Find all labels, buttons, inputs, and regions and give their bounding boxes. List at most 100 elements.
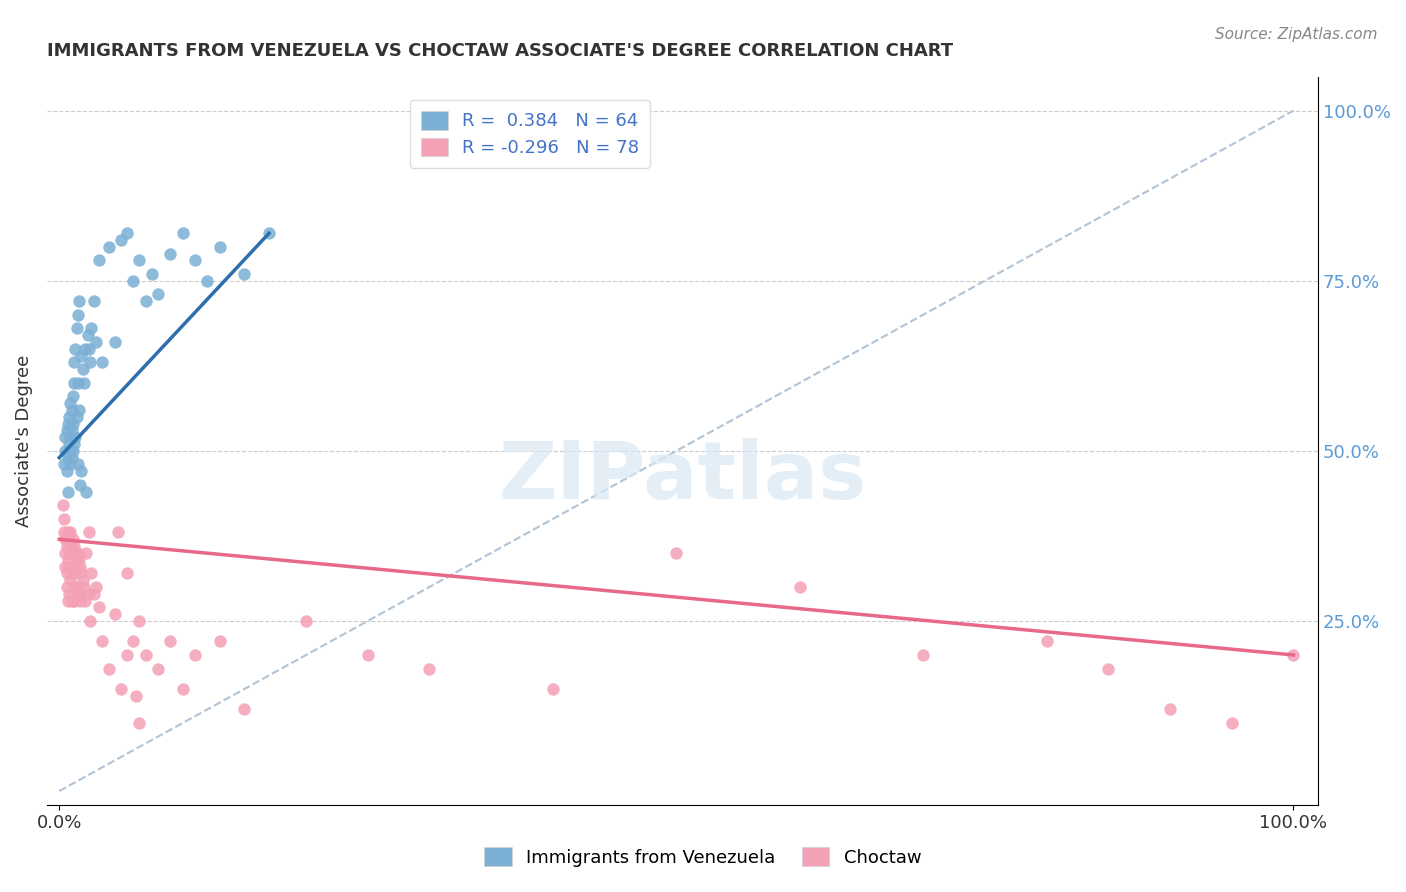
Point: [91, 634, 114, 648]
Point: [115, 226, 138, 240]
Point: [128, 253, 150, 268]
Point: [257, 226, 280, 240]
Point: [128, 716, 150, 731]
Point: [65, 587, 87, 601]
Point: [115, 566, 138, 581]
Point: [77, 525, 100, 540]
Point: [63, 566, 86, 581]
Point: [63, 355, 86, 369]
Point: [104, 607, 127, 622]
Point: [75, 342, 97, 356]
Point: [70, 566, 93, 581]
Point: [58, 409, 80, 424]
Point: [59, 546, 82, 560]
Point: [87, 253, 110, 268]
Point: [58, 587, 80, 601]
Point: [73, 376, 96, 390]
Point: [59, 430, 82, 444]
Point: [87, 600, 110, 615]
Point: [128, 614, 150, 628]
Point: [1097, 662, 1119, 676]
Point: [53, 525, 76, 540]
Point: [62, 533, 84, 547]
Point: [56, 593, 79, 607]
Point: [62, 417, 84, 431]
Point: [65, 409, 87, 424]
Point: [55, 430, 77, 444]
Point: [84, 334, 107, 349]
Point: [141, 267, 163, 281]
Point: [357, 648, 380, 662]
Point: [110, 681, 132, 696]
Point: [53, 458, 76, 472]
Legend: Immigrants from Venezuela, Choctaw: Immigrants from Venezuela, Choctaw: [477, 840, 929, 874]
Point: [73, 580, 96, 594]
Point: [67, 403, 90, 417]
Point: [67, 294, 90, 309]
Point: [75, 484, 97, 499]
Point: [146, 287, 169, 301]
Point: [66, 376, 89, 390]
Point: [97, 240, 120, 254]
Point: [172, 681, 194, 696]
Point: [541, 681, 564, 696]
Point: [60, 566, 83, 581]
Point: [104, 334, 127, 349]
Point: [62, 559, 84, 574]
Point: [70, 464, 93, 478]
Point: [84, 580, 107, 594]
Point: [63, 376, 86, 390]
Y-axis label: Associate's Degree: Associate's Degree: [15, 354, 32, 527]
Point: [146, 662, 169, 676]
Point: [110, 233, 132, 247]
Point: [69, 559, 91, 574]
Point: [159, 246, 181, 260]
Point: [58, 559, 80, 574]
Point: [66, 580, 89, 594]
Point: [69, 478, 91, 492]
Point: [1220, 716, 1243, 731]
Point: [135, 648, 157, 662]
Point: [912, 648, 935, 662]
Point: [65, 430, 87, 444]
Point: [1159, 702, 1181, 716]
Point: [159, 634, 181, 648]
Point: [69, 593, 91, 607]
Point: [56, 484, 79, 499]
Point: [80, 566, 103, 581]
Point: [665, 546, 688, 560]
Point: [58, 437, 80, 451]
Point: [60, 450, 83, 465]
Point: [1035, 634, 1057, 648]
Point: [65, 321, 87, 335]
Point: [60, 424, 83, 438]
Point: [295, 614, 318, 628]
Point: [62, 389, 84, 403]
Point: [233, 702, 256, 716]
Point: [65, 546, 87, 560]
Point: [66, 546, 89, 560]
Point: [59, 396, 82, 410]
Point: [55, 559, 77, 574]
Point: [418, 662, 440, 676]
Point: [97, 662, 120, 676]
Point: [76, 328, 98, 343]
Point: [63, 437, 86, 451]
Point: [195, 274, 218, 288]
Point: [172, 226, 194, 240]
Point: [60, 403, 83, 417]
Point: [75, 593, 97, 607]
Point: [65, 342, 87, 356]
Point: [55, 546, 77, 560]
Point: [59, 573, 82, 587]
Point: [184, 648, 207, 662]
Legend: R =  0.384   N = 64, R = -0.296   N = 78: R = 0.384 N = 64, R = -0.296 N = 78: [411, 100, 650, 168]
Point: [233, 267, 256, 281]
Text: Source: ZipAtlas.com: Source: ZipAtlas.com: [1215, 27, 1378, 42]
Point: [122, 274, 145, 288]
Point: [65, 580, 87, 594]
Point: [62, 443, 84, 458]
Text: ZIPatlas: ZIPatlas: [498, 438, 866, 516]
Point: [115, 648, 138, 662]
Point: [59, 525, 82, 540]
